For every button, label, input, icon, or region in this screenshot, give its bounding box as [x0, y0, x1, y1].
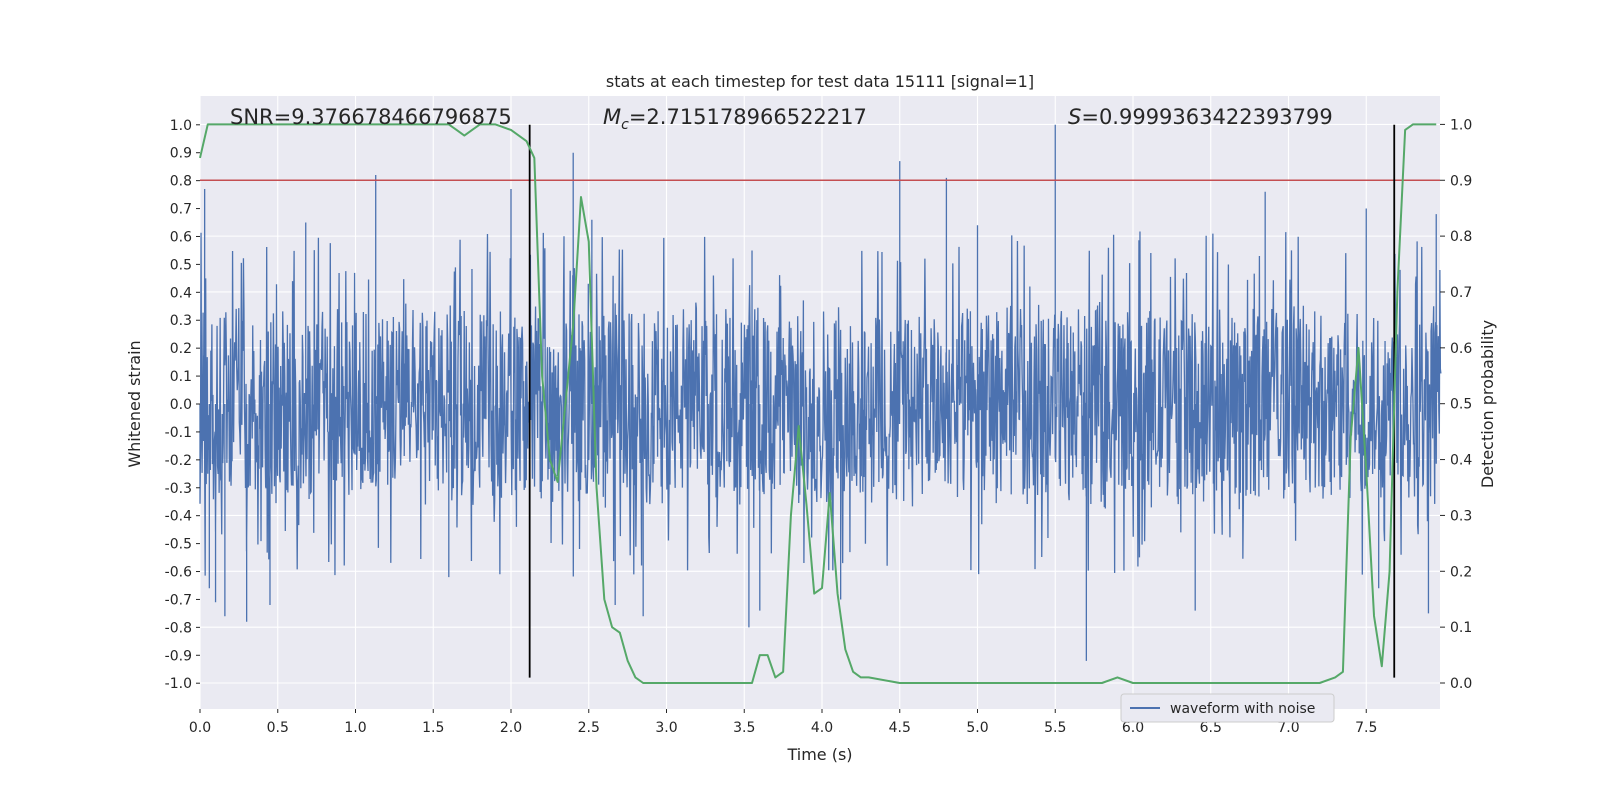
legend-label-waveform: waveform with noise [1170, 701, 1315, 717]
y-tick-label: 0.3 [170, 313, 192, 329]
y2-axis-label: Detection probability [1478, 320, 1497, 488]
chirp-mass-subscript: c [621, 117, 629, 133]
x-tick-label: 1.0 [344, 720, 366, 736]
chirp-mass-symbol: M [603, 105, 621, 129]
probability-line [199, 123, 1437, 684]
x-tick-label: 5.5 [1044, 720, 1066, 736]
y2-tick-label: 1.0 [1450, 117, 1472, 133]
y2-tick-labels: 0.0 0.1 0.2 0.3 0.4 0.5 0.6 0.7 0.8 0.9 1.0 [1440, 117, 1472, 692]
y-tick-labels: -1.0 -0.9 -0.8 -0.7 -0.6 -0.5 -0.4 -0.3 -0.2 -0.1… [165, 118, 200, 692]
y2-tick-label: 0.1 [1450, 620, 1472, 636]
y2-tick-label: 0.0 [1450, 676, 1472, 692]
y2-tick-label: 0.6 [1450, 341, 1472, 357]
y-tick-label: 0.1 [170, 369, 192, 385]
y-tick-label: -0.9 [165, 648, 192, 664]
y-tick-label: -0.5 [165, 537, 192, 553]
y2-tick-label: 0.5 [1450, 397, 1472, 413]
x-tick-labels: 0.0 0.5 1.0 1.5 2.0 2.5 3.0 3.5 4.0 4.5 5.0 5.5 6.0 6… [189, 709, 1377, 736]
y-tick-label: -0.8 [165, 620, 192, 636]
y2-tick-label: 0.7 [1450, 285, 1472, 301]
snr-annotation: SNR=9.376678466796875 [230, 105, 512, 129]
y-tick-label: -1.0 [165, 676, 192, 692]
x-tick-label: 0.5 [267, 720, 289, 736]
y-tick-label: -0.1 [165, 425, 192, 441]
y-tick-label: -0.6 [165, 565, 192, 581]
legend-box [1120, 693, 1335, 723]
score-value: =0.9999363422393799 [1081, 105, 1332, 129]
y-tick-label: -0.7 [165, 592, 192, 608]
x-tick-label: 6.5 [1200, 720, 1222, 736]
y-axis-label: Whitened strain [125, 340, 144, 467]
series-waveform-with-noise [199, 124, 1442, 661]
waveform-line [199, 124, 1442, 661]
y2-tick-label: 0.9 [1450, 173, 1472, 189]
y2-tick-label: 0.3 [1450, 508, 1472, 524]
legend: waveform with noise [1120, 693, 1335, 723]
y-tick-label: 0.6 [170, 229, 192, 245]
x-tick-label: 4.0 [811, 720, 833, 736]
score-symbol: S [1068, 105, 1081, 129]
chirp-mass-value: =2.715178966522217 [629, 105, 867, 129]
y-tick-label: 0.0 [170, 397, 192, 413]
x-tick-label: 4.5 [889, 720, 911, 736]
y-tick-label: 0.9 [170, 146, 192, 162]
x-tick-label: 3.5 [733, 720, 755, 736]
y-tick-label: 0.8 [170, 174, 192, 190]
y-tick-label: -0.3 [165, 481, 192, 497]
x-tick-label: 1.5 [422, 720, 444, 736]
y-tick-label: 0.5 [170, 257, 192, 273]
y2-tick-label: 0.2 [1450, 564, 1472, 580]
y-tick-label: -0.2 [165, 453, 192, 469]
y2-tick-label: 0.4 [1450, 453, 1472, 469]
y-tick-label: -0.4 [165, 509, 192, 525]
x-tick-label: 2.5 [578, 720, 600, 736]
x-tick-label: 6.0 [1122, 720, 1144, 736]
y-tick-label: 0.4 [170, 285, 192, 301]
y-tick-label: 0.2 [170, 341, 192, 357]
series-detection-probability [199, 123, 1437, 684]
y-tick-label: 1.0 [170, 118, 192, 134]
x-tick-label: 3.0 [655, 720, 677, 736]
y2-tick-label: 0.8 [1450, 229, 1472, 245]
x-tick-label: 7.5 [1355, 720, 1377, 736]
x-tick-label: 7.0 [1277, 720, 1299, 736]
chart-title: stats at each timestep for test data 151… [606, 72, 1034, 91]
x-tick-label: 5.0 [966, 720, 988, 736]
x-tick-label: 0.0 [189, 720, 211, 736]
score-annotation: S=0.9999363422393799 [1068, 105, 1333, 129]
x-tick-label: 2.0 [500, 720, 522, 736]
chirp-mass-annotation: Mc=2.715178966522217 [603, 105, 867, 133]
x-axis-label: Time (s) [786, 745, 852, 764]
y-tick-label: 0.7 [170, 202, 192, 218]
